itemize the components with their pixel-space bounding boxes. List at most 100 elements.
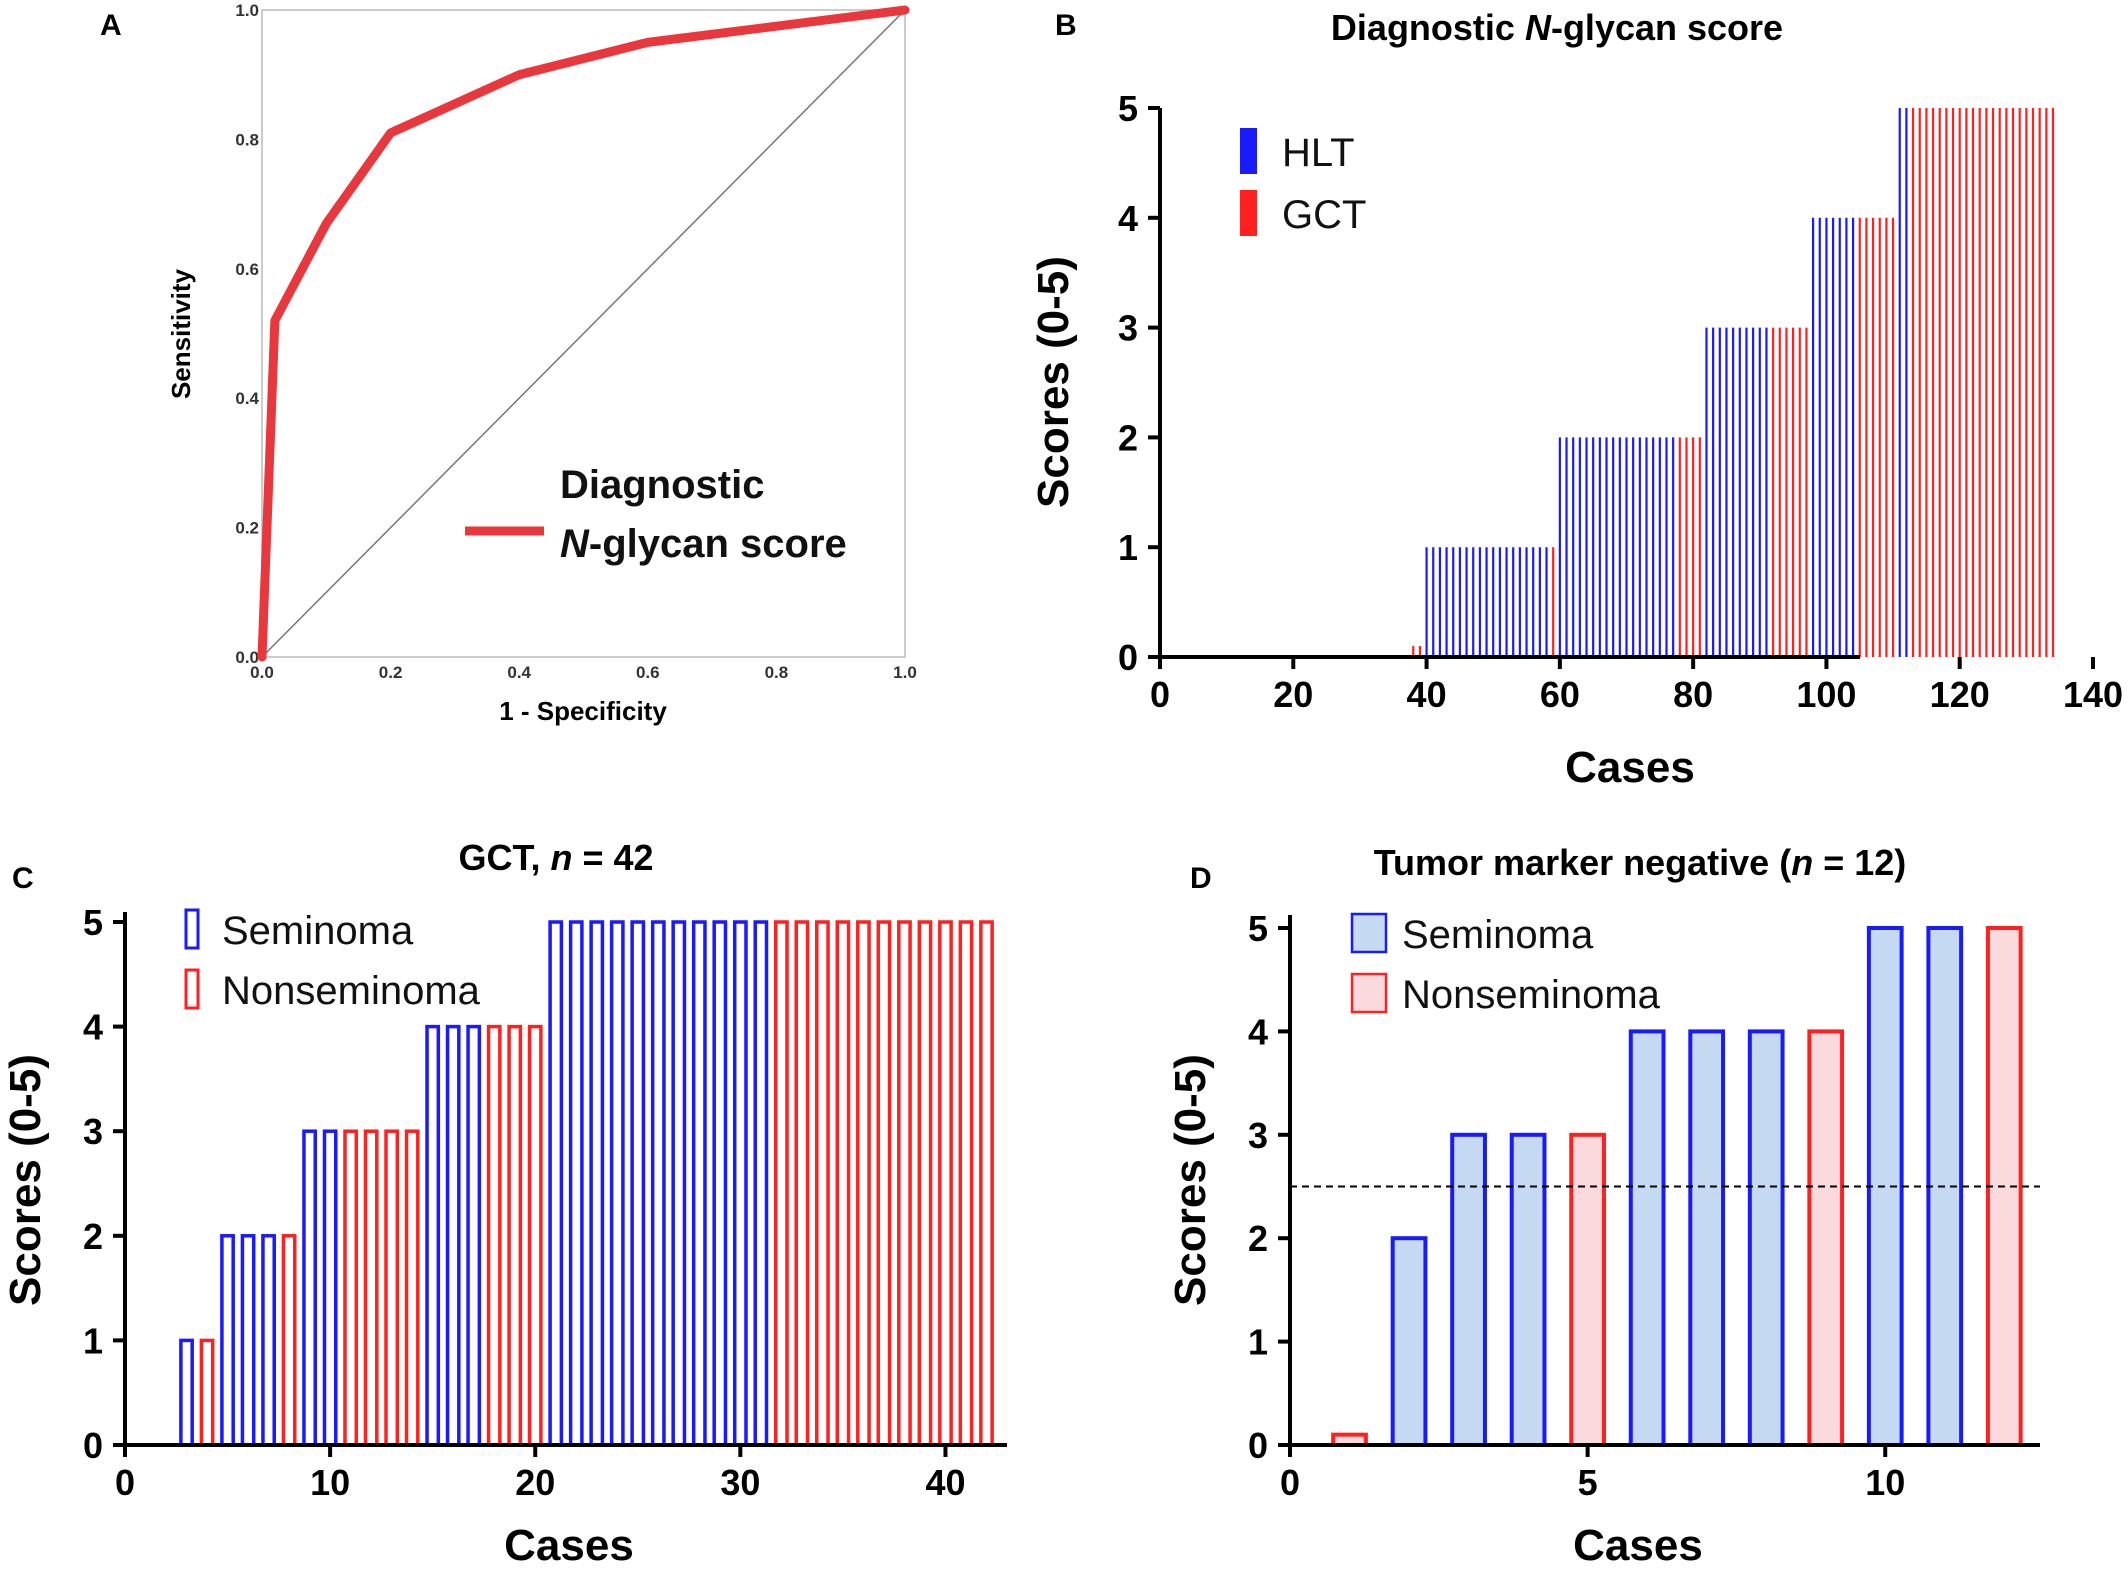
x-tick-label: 5 bbox=[1578, 1462, 1598, 1503]
x-tick-label: 40 bbox=[1407, 674, 1447, 715]
legend-swatch-seminoma bbox=[1350, 912, 1388, 954]
legend-b: HLT GCT bbox=[1240, 128, 1366, 237]
x-tick-label: 30 bbox=[720, 1462, 760, 1503]
reference-diagonal bbox=[261, 9, 906, 658]
bar-nonseminoma bbox=[527, 1024, 543, 1447]
legend-swatch-nonseminoma bbox=[184, 968, 200, 1010]
x-tick-label: 60 bbox=[1540, 674, 1580, 715]
y-tick-label: 1.0 bbox=[235, 1, 259, 20]
y-tick-label: 3 bbox=[1248, 1115, 1268, 1156]
bar-seminoma bbox=[1450, 1132, 1487, 1448]
bar-nonseminoma bbox=[1807, 1029, 1845, 1448]
x-tick-label: 0.8 bbox=[765, 663, 789, 682]
panel-a-roc-chart: 0.0 0.2 0.4 0.6 0.8 1.0 0.0 0.2 0.4 0.6 0.8 1.0 1 … bbox=[166, 1, 917, 726]
bar-seminoma bbox=[732, 920, 748, 1447]
bar-nonseminoma bbox=[199, 1338, 215, 1447]
y-tick-label: 5 bbox=[83, 902, 103, 943]
x-tick-label: 0.0 bbox=[250, 663, 274, 682]
roc-curve bbox=[257, 5, 910, 662]
legend-label-hlt: HLT bbox=[1282, 131, 1355, 175]
legend-label-gct: GCT bbox=[1282, 193, 1366, 237]
bars-b bbox=[1412, 108, 2055, 657]
bar-seminoma bbox=[1688, 1029, 1726, 1448]
bar-nonseminoma bbox=[794, 920, 810, 1447]
x-axis-title: 1 - Specificity bbox=[499, 696, 667, 726]
bars-d bbox=[1331, 926, 2023, 1448]
bar-seminoma bbox=[322, 1129, 338, 1447]
bar-nonseminoma bbox=[486, 1024, 502, 1447]
bar-seminoma bbox=[609, 920, 625, 1447]
y-tick-label: 0.0 bbox=[235, 648, 259, 667]
y-axis-ticks: 0 1 2 3 4 5 bbox=[83, 902, 125, 1466]
panel-d-label: D bbox=[1190, 862, 1212, 895]
bar-nonseminoma bbox=[281, 1234, 297, 1447]
bar-seminoma bbox=[1390, 1236, 1428, 1447]
bar-nonseminoma bbox=[1569, 1132, 1606, 1448]
bar-nonseminoma bbox=[876, 920, 892, 1447]
y-tick-label: 2 bbox=[83, 1216, 103, 1257]
bar-nonseminoma bbox=[815, 920, 830, 1447]
x-tick-label: 0.4 bbox=[507, 663, 531, 682]
bar-seminoma bbox=[302, 1129, 317, 1447]
bar-seminoma bbox=[179, 1338, 194, 1447]
bar-seminoma bbox=[630, 920, 646, 1447]
legend-label-seminoma: Seminoma bbox=[222, 909, 414, 953]
bar-nonseminoma bbox=[507, 1024, 523, 1447]
x-tick-label: 0 bbox=[115, 1462, 135, 1503]
bar-nonseminoma bbox=[897, 920, 912, 1447]
y-tick-label: 0.2 bbox=[235, 519, 259, 538]
y-tick-label: 0 bbox=[1118, 637, 1138, 678]
chart-d-title: Tumor marker negative (n = 12) bbox=[1374, 842, 1907, 883]
panel-d-bar-chart: Tumor marker negative (n = 12) 0 5 10 0 1 2 3… bbox=[1166, 842, 2040, 1570]
y-tick-label: 0.4 bbox=[235, 389, 259, 408]
y-axis-ticks: 0 1 2 3 4 5 bbox=[1248, 908, 1290, 1466]
bar-seminoma bbox=[753, 920, 769, 1447]
y-tick-label: 1 bbox=[1118, 527, 1138, 568]
bar-seminoma bbox=[568, 920, 584, 1447]
x-axis-ticks: 0 20 40 60 80 100 120 140 bbox=[1150, 657, 2123, 715]
bar-nonseminoma bbox=[938, 920, 953, 1447]
x-axis-ticks: 0.0 0.2 0.4 0.6 0.8 1.0 bbox=[250, 663, 917, 682]
legend-label-nonseminoma: Nonseminoma bbox=[1402, 973, 1661, 1017]
y-tick-label: 2 bbox=[1118, 417, 1138, 458]
legend-a: Diagnostic N-glycan score bbox=[465, 463, 847, 566]
y-tick-label: 5 bbox=[1248, 908, 1268, 949]
x-tick-label: 140 bbox=[2063, 674, 2123, 715]
x-tick-label: 10 bbox=[310, 1462, 350, 1503]
panel-b-label: B bbox=[1055, 9, 1077, 42]
legend-swatch-seminoma bbox=[184, 908, 200, 950]
y-axis-title: Sensitivity bbox=[166, 268, 196, 399]
y-tick-label: 1 bbox=[83, 1320, 103, 1361]
y-axis-ticks: 0 1 2 3 4 5 bbox=[1118, 88, 1160, 678]
chart-b-title: Diagnostic N-glycan score bbox=[1331, 7, 1783, 48]
y-axis-ticks: 0.0 0.2 0.4 0.6 0.8 1.0 bbox=[235, 1, 259, 667]
legend-swatch-gct bbox=[1240, 190, 1257, 236]
y-axis-title: Scores (0-5) bbox=[1029, 256, 1078, 508]
bar-nonseminoma bbox=[404, 1129, 420, 1447]
legend-swatch-hlt bbox=[1240, 128, 1257, 174]
x-tick-label: 40 bbox=[925, 1462, 965, 1503]
bar-seminoma bbox=[548, 920, 564, 1447]
bar-seminoma bbox=[589, 920, 605, 1447]
y-tick-label: 4 bbox=[1248, 1011, 1268, 1052]
panel-b-bar-chart: Diagnostic N-glycan score 0 20 40 60 80 100 12… bbox=[1029, 7, 2123, 792]
bar-nonseminoma bbox=[835, 920, 851, 1447]
x-tick-label: 80 bbox=[1673, 674, 1713, 715]
y-tick-label: 1 bbox=[1248, 1322, 1268, 1363]
x-axis-title: Cases bbox=[1573, 1521, 1703, 1570]
y-tick-label: 4 bbox=[1118, 198, 1138, 239]
x-tick-label: 0.6 bbox=[636, 663, 660, 682]
bar-seminoma bbox=[261, 1234, 276, 1447]
x-tick-label: 10 bbox=[1865, 1462, 1905, 1503]
x-tick-label: 0 bbox=[1150, 674, 1170, 715]
panel-c-bar-chart: GCT, n = 42 0 10 20 30 40 0 1 2 3 4 5 Cases Score… bbox=[1, 837, 1007, 1570]
bar-seminoma bbox=[691, 920, 707, 1447]
y-tick-label: 0.6 bbox=[235, 260, 259, 279]
bar-nonseminoma bbox=[384, 1129, 400, 1447]
x-axis-title: Cases bbox=[504, 1521, 634, 1570]
legend-d: Seminoma Nonseminoma bbox=[1350, 912, 1661, 1017]
y-axis-title: Scores (0-5) bbox=[1166, 1054, 1215, 1306]
bar-seminoma bbox=[1628, 1029, 1666, 1448]
x-tick-label: 20 bbox=[1273, 674, 1313, 715]
